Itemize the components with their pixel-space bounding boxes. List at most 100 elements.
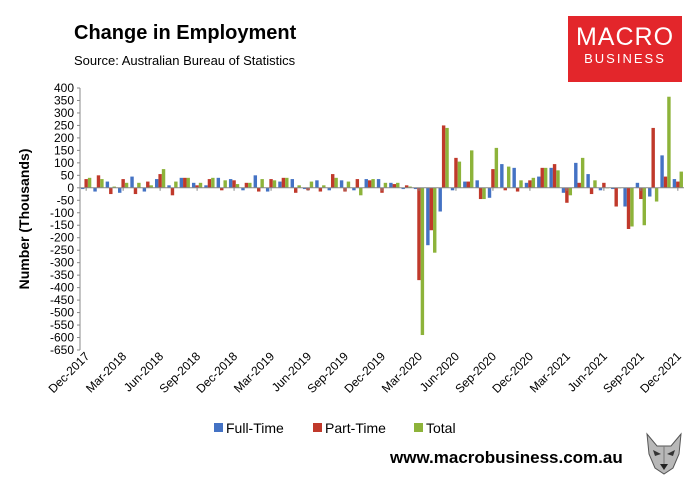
bar-full-time-7 (167, 185, 171, 188)
y-tick-label: -150 (50, 218, 74, 232)
bar-full-time-8 (179, 177, 184, 188)
bar-part-time-35 (515, 187, 520, 192)
y-tick-label: 150 (54, 143, 74, 157)
bar-part-time-4 (133, 187, 138, 195)
bar-part-time-11 (220, 187, 224, 191)
bar-full-time-19 (315, 180, 319, 188)
bar-full-time-1 (93, 187, 97, 192)
bar-full-time-23 (364, 179, 368, 188)
bar-part-time-29 (441, 125, 446, 188)
bar-part-time-13 (244, 182, 249, 188)
bar-full-time-24 (376, 179, 381, 188)
bar-total-16 (285, 177, 289, 188)
bar-full-time-3 (118, 187, 122, 193)
bar-full-time-40 (574, 162, 578, 188)
bar-total-11 (223, 180, 227, 188)
bar-part-time-44 (626, 187, 631, 229)
y-tick-label: -250 (50, 243, 74, 257)
bar-total-5 (149, 185, 153, 188)
bar-full-time-6 (154, 179, 159, 188)
bar-total-6 (161, 169, 166, 188)
bar-total-45 (642, 187, 646, 226)
bar-total-48 (679, 171, 683, 188)
bar-full-time-9 (191, 182, 196, 188)
wolf-logo-icon (646, 432, 682, 475)
bar-part-time-41 (589, 187, 594, 195)
legend-label-1: Part-Time (325, 420, 386, 436)
y-tick-label: 250 (54, 118, 74, 132)
bar-part-time-17 (294, 187, 298, 193)
bar-total-33 (494, 147, 499, 188)
bar-part-time-22 (355, 179, 360, 188)
y-tick-label: -400 (50, 281, 74, 295)
bar-part-time-20 (330, 174, 335, 188)
bar-full-time-44 (623, 187, 627, 207)
bar-part-time-38 (552, 164, 557, 188)
bar-part-time-25 (392, 184, 397, 188)
bar-total-36 (531, 177, 536, 188)
bar-full-time-48 (672, 179, 677, 188)
bar-full-time-4 (130, 176, 134, 188)
bar-part-time-46 (651, 127, 655, 188)
bar-part-time-0 (84, 179, 88, 188)
bar-full-time-27 (413, 187, 418, 190)
bar-total-13 (248, 182, 252, 188)
bar-part-time-10 (207, 179, 212, 188)
bar-full-time-34 (500, 164, 504, 188)
footer-url: www.macrobusiness.com.au (390, 448, 623, 467)
bar-total-40 (580, 157, 585, 188)
bar-part-time-47 (663, 176, 668, 188)
bar-part-time-37 (540, 167, 544, 188)
y-tick-label: -450 (50, 293, 74, 307)
bar-total-22 (359, 187, 363, 196)
y-tick-label: 0 (67, 181, 74, 195)
bar-part-time-43 (614, 187, 618, 207)
bar-part-time-27 (417, 187, 421, 281)
bar-full-time-35 (512, 167, 516, 188)
bar-full-time-30 (450, 187, 455, 191)
bar-full-time-20 (327, 187, 331, 191)
bar-full-time-46 (648, 187, 652, 197)
bar-part-time-15 (269, 179, 273, 188)
logo-line2: BUSINESS (584, 51, 666, 66)
y-tick-label: 300 (54, 106, 74, 120)
bar-part-time-3 (121, 179, 125, 188)
legend-swatch-2 (414, 423, 423, 432)
bar-total-46 (654, 187, 659, 202)
bar-part-time-6 (158, 174, 162, 188)
bar-full-time-42 (598, 187, 603, 191)
bar-full-time-17 (290, 179, 294, 188)
bar-total-7 (174, 181, 178, 188)
bar-full-time-15 (265, 187, 270, 192)
bar-part-time-40 (577, 182, 581, 188)
bar-full-time-10 (204, 185, 208, 188)
bar-full-time-14 (253, 175, 258, 188)
bar-part-time-31 (466, 181, 470, 188)
x-tick-label: Mar-2021 (527, 349, 573, 395)
bar-total-1 (100, 179, 104, 188)
bar-full-time-33 (487, 187, 492, 198)
y-tick-label: -550 (50, 318, 74, 332)
bar-total-20 (334, 177, 338, 188)
bar-full-time-45 (635, 182, 640, 188)
bar-part-time-32 (478, 187, 483, 200)
bar-full-time-26 (401, 187, 405, 190)
y-tick-label: 400 (54, 81, 74, 95)
bar-full-time-22 (352, 187, 356, 191)
bar-part-time-23 (367, 180, 372, 188)
bar-part-time-30 (454, 157, 458, 188)
bar-full-time-12 (228, 179, 233, 188)
bar-part-time-8 (183, 177, 187, 188)
y-tick-label: 200 (54, 131, 74, 145)
bar-part-time-5 (146, 181, 150, 188)
bar-part-time-26 (404, 185, 409, 188)
bar-total-15 (272, 180, 277, 188)
bar-full-time-38 (549, 167, 553, 188)
x-tick-label: Mar-2018 (83, 349, 129, 395)
bar-part-time-28 (429, 187, 434, 231)
bar-full-time-31 (463, 181, 467, 188)
y-tick-label: -600 (50, 331, 74, 345)
bar-total-21 (346, 181, 351, 188)
y-tick-label: -500 (50, 306, 74, 320)
bar-full-time-28 (426, 187, 430, 246)
